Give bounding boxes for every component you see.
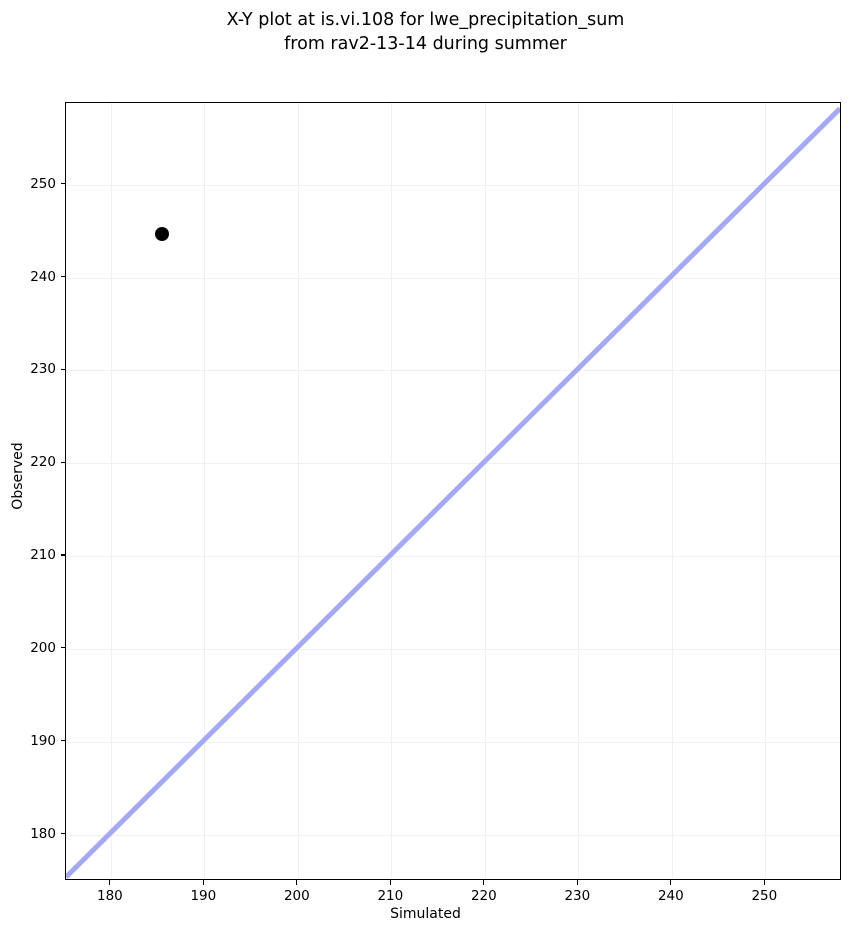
gridline-horizontal	[66, 556, 840, 558]
y-axis-tick	[60, 183, 65, 185]
x-axis-tick-label: 220	[470, 888, 497, 904]
x-axis-tick	[483, 880, 485, 885]
y-axis-tick-label: 250	[30, 175, 56, 192]
y-axis-tick-label: 190	[30, 732, 56, 749]
x-axis-tick	[296, 880, 298, 885]
gridline-horizontal	[66, 463, 840, 465]
x-axis-tick-label: 230	[564, 888, 591, 904]
y-axis-tick	[60, 275, 65, 278]
gridline-vertical	[204, 103, 206, 879]
x-axis-tick	[576, 880, 578, 885]
gridline-vertical	[578, 103, 580, 879]
x-axis-tick	[389, 880, 391, 885]
y-axis-tick	[60, 832, 65, 835]
y-axis-label: Observed	[10, 442, 26, 510]
gridline-vertical	[484, 103, 486, 879]
x-axis-tick-label: 180	[96, 888, 123, 904]
chart-title: X-Y plot at is.vi.108 for lwe_precipitat…	[226, 10, 625, 54]
x-axis-label: Simulated	[390, 906, 461, 922]
gridline-horizontal	[66, 277, 840, 279]
gridline-vertical	[297, 103, 299, 879]
x-axis-tick	[109, 880, 111, 885]
plot-area	[65, 102, 841, 880]
y-axis-tick	[60, 647, 65, 649]
y-axis-tick-label: 180	[30, 825, 56, 842]
one-to-one-reference-line	[66, 103, 840, 879]
gridline-vertical	[765, 103, 767, 879]
y-axis-tick	[60, 461, 65, 463]
gridline-horizontal	[66, 370, 840, 372]
gridline-horizontal	[66, 834, 840, 836]
x-axis-tick-label: 190	[190, 888, 217, 904]
y-axis-tick-label: 240	[30, 268, 56, 285]
x-axis-tick-label: 250	[751, 888, 778, 904]
gridline-horizontal	[66, 184, 840, 186]
x-axis-tick	[763, 880, 765, 885]
gridline-horizontal	[66, 648, 840, 650]
gridline-vertical	[391, 103, 393, 879]
y-axis-tick	[60, 368, 65, 370]
y-axis-tick-label: 230	[30, 361, 56, 378]
y-axis-tick-label: 220	[30, 454, 56, 471]
x-axis-tick-label: 210	[377, 888, 404, 904]
gridline-vertical	[110, 103, 112, 879]
x-axis-tick	[670, 880, 672, 885]
gridline-vertical	[671, 103, 673, 879]
y-axis-tick	[60, 740, 65, 742]
y-axis-tick-label: 200	[30, 639, 56, 656]
y-axis-tick	[60, 554, 65, 556]
data-point	[155, 226, 170, 241]
x-axis-tick-label: 200	[283, 888, 310, 904]
y-axis-tick-label: 210	[30, 547, 56, 564]
gridline-horizontal	[66, 741, 840, 743]
x-axis-tick-label: 240	[657, 888, 684, 904]
x-axis-tick	[202, 880, 204, 885]
